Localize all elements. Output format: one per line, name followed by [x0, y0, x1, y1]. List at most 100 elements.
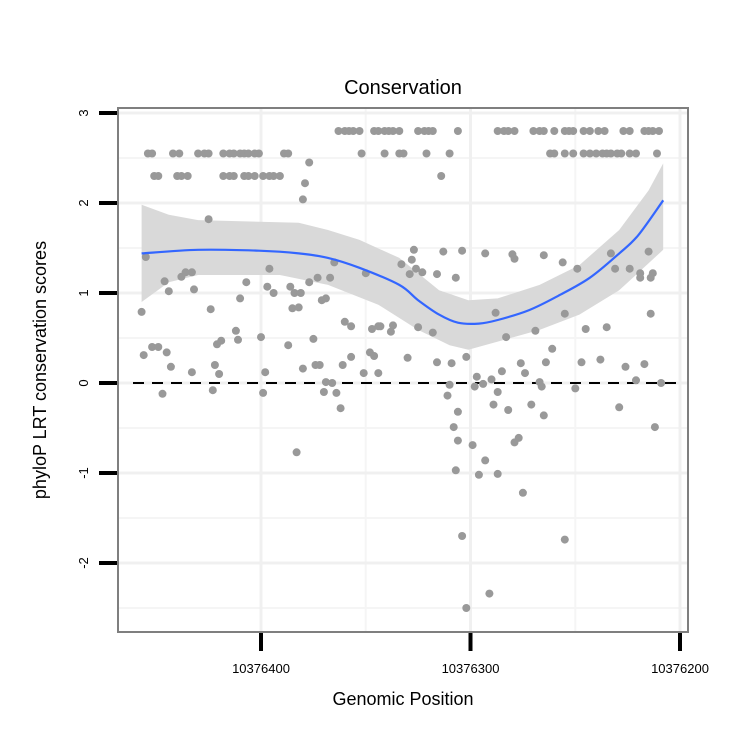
panel-border — [117, 107, 689, 633]
data-point — [527, 400, 536, 409]
data-point — [412, 264, 420, 273]
grid-lines — [118, 108, 688, 632]
data-point — [472, 372, 481, 381]
data-point — [502, 333, 511, 342]
data-point — [275, 172, 284, 180]
data-point — [453, 436, 462, 445]
data-point — [433, 270, 441, 279]
data-point — [219, 149, 228, 158]
data-point — [579, 127, 588, 135]
data-point — [625, 264, 634, 273]
data-point — [569, 127, 578, 135]
data-point — [439, 247, 448, 256]
data-point — [493, 127, 502, 135]
data-point — [389, 321, 397, 330]
data-point — [636, 273, 645, 282]
data-point — [376, 322, 385, 331]
data-point — [414, 323, 423, 332]
data-point — [158, 389, 167, 398]
data-point — [204, 149, 213, 158]
data-point — [487, 375, 496, 384]
data-point — [169, 149, 177, 158]
data-point — [294, 303, 303, 312]
data-point — [481, 456, 490, 465]
data-point — [573, 264, 582, 273]
data-point — [474, 470, 483, 479]
chart-title: Conservation — [344, 77, 462, 99]
data-point — [234, 335, 242, 344]
data-point — [541, 358, 550, 367]
y-axis: 3 2 1 0 -1 -2 — [76, 109, 117, 569]
data-point — [529, 127, 538, 135]
data-point — [347, 352, 356, 361]
data-point — [296, 289, 305, 297]
data-point — [655, 127, 663, 135]
data-point — [257, 333, 265, 342]
data-point — [284, 341, 293, 350]
data-point — [606, 249, 615, 258]
data-point — [625, 149, 634, 158]
data-point — [298, 364, 307, 373]
data-point — [485, 589, 494, 598]
data-point — [321, 294, 330, 303]
data-point — [602, 323, 611, 332]
data-point — [600, 127, 609, 135]
data-point — [491, 308, 500, 317]
data-point — [648, 127, 657, 135]
data-point — [336, 404, 345, 413]
data-point — [290, 289, 299, 297]
data-point — [210, 361, 219, 369]
data-point — [259, 388, 268, 397]
data-point — [148, 149, 157, 158]
confidence-ribbon — [141, 163, 664, 350]
x-axis-label: Genomic Position — [332, 689, 473, 709]
data-point — [470, 382, 479, 391]
data-point — [206, 305, 215, 314]
y-axis-label: phyloP LRT conservation scores — [30, 241, 50, 499]
data-point — [445, 149, 454, 158]
data-point — [550, 127, 559, 135]
data-point — [269, 172, 278, 180]
data-point — [560, 309, 569, 318]
data-point — [539, 251, 548, 260]
data-point — [596, 355, 605, 364]
data-point — [504, 127, 513, 135]
data-point — [175, 149, 184, 158]
data-point — [219, 172, 228, 180]
data-point — [493, 388, 502, 396]
data-point — [236, 294, 245, 303]
data-point — [204, 215, 213, 224]
data-point — [250, 172, 259, 180]
data-point — [177, 172, 186, 180]
data-point — [139, 351, 148, 360]
y-tick-label: 3 — [76, 109, 91, 116]
data-point — [625, 127, 634, 135]
data-point — [321, 378, 330, 387]
data-point — [305, 158, 314, 167]
data-point — [315, 361, 324, 369]
data-point — [332, 388, 341, 397]
data-point — [231, 326, 240, 335]
data-point — [162, 348, 171, 357]
data-point — [445, 380, 454, 389]
x-tick-label: 10376400 — [232, 661, 290, 676]
data-point — [644, 247, 653, 256]
data-point — [489, 400, 498, 409]
data-point — [657, 379, 666, 387]
data-point — [187, 268, 196, 277]
data-point — [579, 149, 588, 158]
data-point — [338, 361, 347, 369]
data-point — [539, 411, 548, 420]
data-point — [407, 255, 416, 264]
data-point — [650, 423, 659, 432]
data-point — [646, 309, 655, 318]
data-point — [328, 379, 337, 387]
data-point — [514, 433, 523, 442]
data-point — [166, 362, 175, 371]
data-point — [617, 149, 626, 158]
data-point — [368, 325, 376, 333]
data-point — [550, 149, 559, 158]
data-point — [594, 127, 603, 135]
data-point — [443, 391, 452, 400]
data-point — [261, 368, 270, 377]
